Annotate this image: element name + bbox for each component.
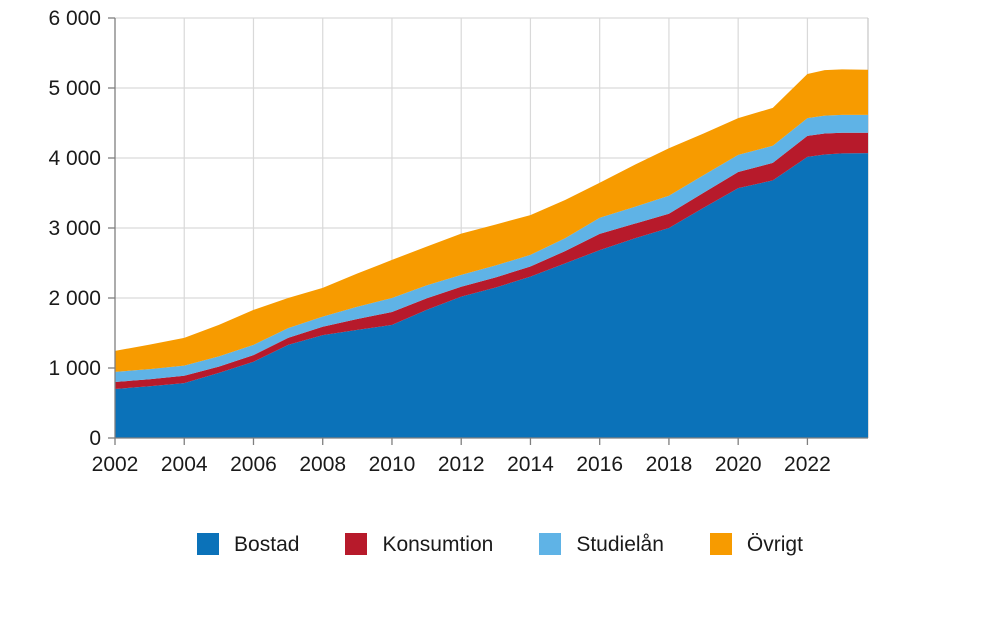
legend-label-bostad: Bostad bbox=[234, 532, 300, 556]
y-tick-label: 4 000 bbox=[48, 147, 101, 170]
legend-label-studielan: Studielån bbox=[576, 532, 664, 556]
x-tick-label: 2016 bbox=[576, 453, 623, 476]
y-tick-label: 6 000 bbox=[48, 7, 101, 30]
x-tick-label: 2008 bbox=[299, 453, 346, 476]
area-konsumtion bbox=[115, 132, 868, 390]
legend-item-konsumtion: Konsumtion bbox=[345, 533, 493, 555]
chart-legend: Bostad Konsumtion Studielån Övrigt bbox=[0, 533, 1000, 555]
x-tick-label: 2022 bbox=[784, 453, 831, 476]
legend-label-ovrigt: Övrigt bbox=[746, 532, 803, 556]
x-tick-label: 2012 bbox=[438, 453, 485, 476]
x-tick-label: 2006 bbox=[230, 453, 277, 476]
legend-item-bostad: Bostad bbox=[197, 533, 299, 555]
legend-swatch-studielan bbox=[539, 533, 562, 555]
area--vrigt bbox=[115, 69, 868, 372]
x-tick-label: 2002 bbox=[92, 453, 139, 476]
area-bostad bbox=[115, 153, 868, 438]
x-tick-label: 2018 bbox=[646, 453, 693, 476]
legend-swatch-konsumtion bbox=[345, 533, 368, 555]
y-tick-label: 0 bbox=[89, 427, 101, 450]
legend-item-studielan: Studielån bbox=[539, 533, 664, 555]
x-tick-label: 2004 bbox=[161, 453, 208, 476]
y-tick-label: 5 000 bbox=[48, 77, 101, 100]
area-studiel-n bbox=[115, 114, 868, 383]
legend-swatch-bostad bbox=[197, 533, 220, 555]
legend-swatch-ovrigt bbox=[709, 533, 732, 555]
x-tick-label: 2010 bbox=[369, 453, 416, 476]
y-tick-label: 2 000 bbox=[48, 287, 101, 310]
y-tick-label: 3 000 bbox=[48, 217, 101, 240]
stacked-area-plot: 0 1 000 2 000 3 000 4 000 5 000 6 000 2002 2004 2… bbox=[48, 7, 869, 476]
chart-area: 0 1 000 2 000 3 000 4 000 5 000 6 000 2002 2004 2… bbox=[48, 7, 869, 476]
legend-item-ovrigt: Övrigt bbox=[709, 532, 803, 556]
legend-label-konsumtion: Konsumtion bbox=[382, 532, 494, 556]
x-tick-label: 2014 bbox=[507, 453, 554, 476]
x-tick-label: 2020 bbox=[715, 453, 762, 476]
y-tick-label: 1 000 bbox=[48, 357, 101, 380]
